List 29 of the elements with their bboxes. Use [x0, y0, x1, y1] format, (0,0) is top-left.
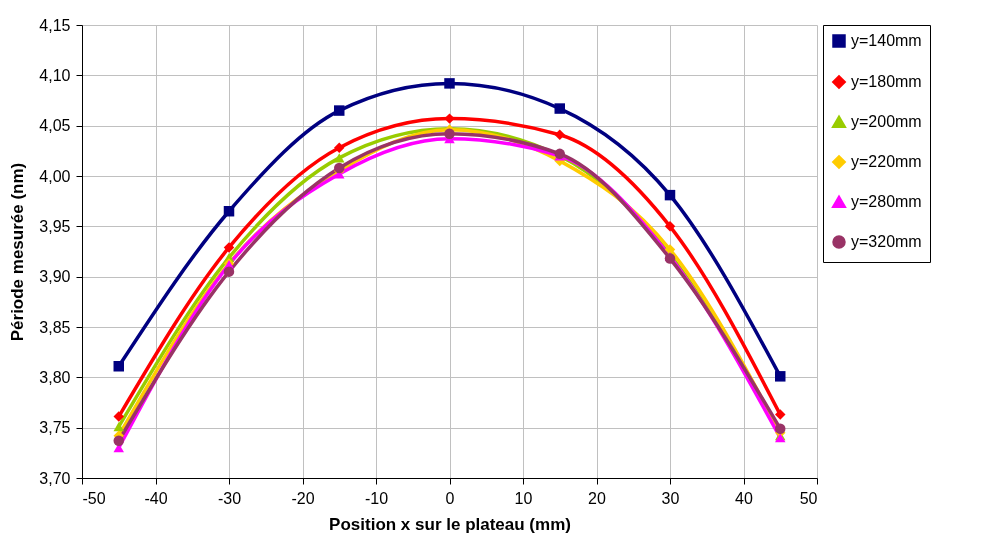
x-tick-label: 40 [735, 489, 753, 507]
y-tick-label: 4,15 [39, 16, 71, 34]
legend-label: y=220mm [851, 153, 922, 170]
x-tick-label: -40 [144, 489, 168, 507]
y-tick-label: 4,00 [39, 167, 71, 185]
x-tick-label: 0 [445, 489, 455, 507]
x-tick-label: 20 [588, 489, 606, 507]
legend-label: y=320mm [851, 233, 922, 250]
legend-label: y=280mm [851, 193, 922, 210]
legend-label: y=180mm [851, 73, 922, 90]
legend-label: y=140mm [851, 32, 922, 49]
x-tick-label: -50 [82, 489, 106, 507]
x-tick-label: -10 [364, 489, 389, 507]
y-tick-label: 3,85 [39, 318, 71, 336]
y-axis-title: Période mesurée (nm) [8, 162, 28, 342]
y-tick-label: 3,75 [39, 419, 71, 437]
x-tick-label: -20 [291, 489, 315, 507]
x-tick-label: 30 [661, 489, 680, 507]
legend-label: y=200mm [851, 113, 922, 130]
x-tick-label: -30 [217, 489, 242, 507]
x-tick-label: 10 [514, 489, 533, 507]
x-tick-label: 50 [799, 489, 818, 507]
y-tick-label: 4,05 [39, 117, 71, 135]
y-tick-label: 3,90 [39, 268, 71, 286]
y-tick-label: 3,80 [39, 368, 71, 386]
x-axis-title: Position x sur le plateau (mm) [329, 514, 571, 534]
y-tick-label: 4,10 [39, 66, 71, 84]
y-tick-label: 3,95 [39, 217, 71, 235]
y-tick-label: 3,70 [39, 469, 71, 487]
